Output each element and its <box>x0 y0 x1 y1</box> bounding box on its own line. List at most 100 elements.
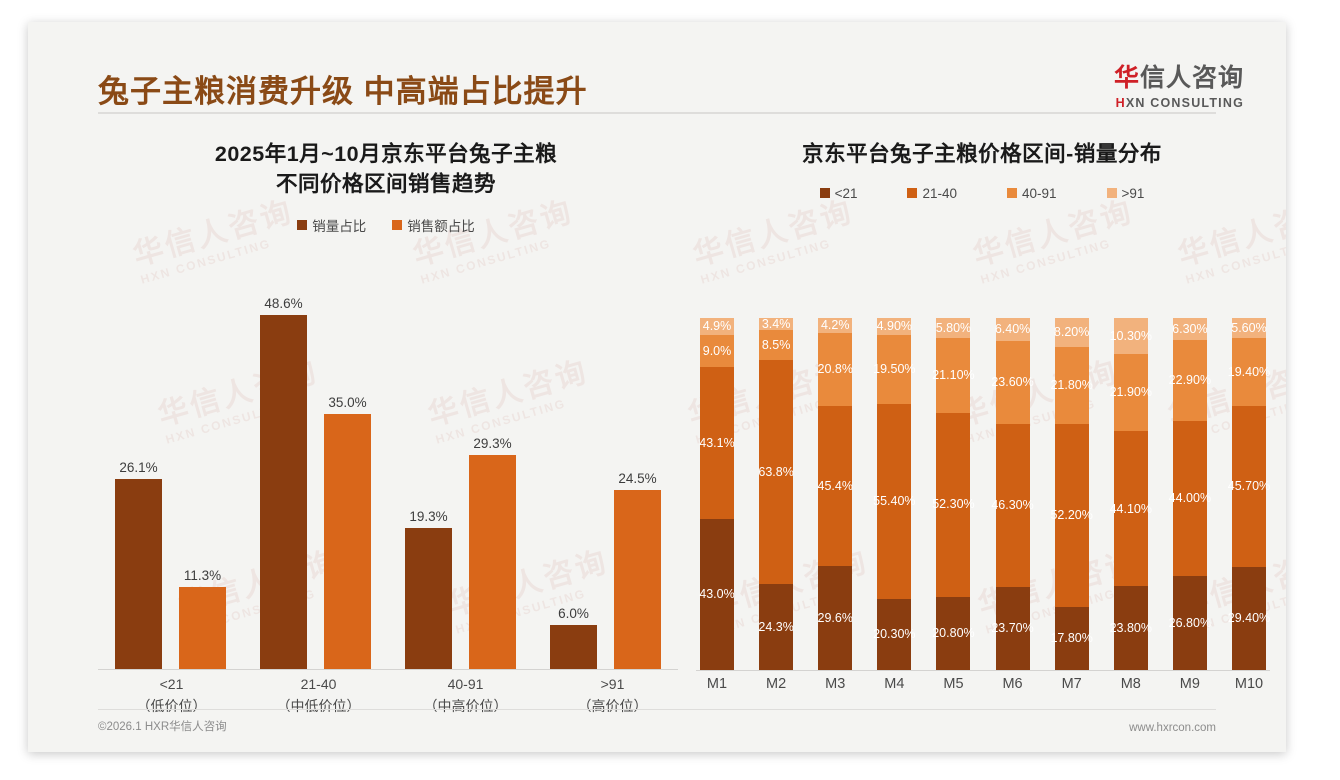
segment-value-label: 46.30% <box>991 497 1034 512</box>
stacked-bar-segment: 5.80% <box>935 318 972 339</box>
bar-value-label: 29.3% <box>473 436 512 452</box>
bar <box>260 314 307 669</box>
right-chart-plot-area: 4.9% 9.0% 43.1% 43.0% 3.4% 8.5% 63.8% 24.3% 4.2%… <box>699 318 1270 670</box>
left-chart-axis-line <box>98 669 678 670</box>
segment-value-label: 45.4% <box>817 478 853 493</box>
right-chart-legend-item[interactable]: 21-40 <box>907 186 957 201</box>
left-chart-legend-item[interactable]: 销售额占比 <box>392 215 475 235</box>
segment-value-label: 5.80% <box>935 320 972 335</box>
legend-label: 销量占比 <box>312 219 367 235</box>
logo-chinese: 华信人咨询 <box>1114 58 1244 94</box>
x-axis-label: 40-91 （中高价位） <box>392 674 539 717</box>
segment-value-label: 20.8% <box>817 362 853 377</box>
footer-website: www.hxrcon.com <box>1129 722 1216 734</box>
legend-label: 40-91 <box>1022 185 1057 201</box>
stacked-bar-segment: 20.80% <box>932 596 975 670</box>
segment-value-label: 63.8% <box>758 464 794 479</box>
segment-value-label: 23.80% <box>1109 620 1152 635</box>
legend-label: 21-40 <box>922 185 957 201</box>
stacked-bar-segment: 21.80% <box>1050 346 1093 424</box>
logo-chinese-accent: 华 <box>1113 64 1140 92</box>
stacked-bar-column[interactable]: 6.40% 23.60% 46.30% 23.70% <box>991 318 1034 670</box>
stacked-bar-column[interactable]: 4.2% 20.8% 45.4% 29.6% <box>817 318 853 670</box>
stacked-bar-segment: 5.60% <box>1231 318 1267 338</box>
segment-value-label: 8.5% <box>761 337 791 352</box>
x-axis-label-tier: （中高价位） <box>423 697 508 714</box>
bar-column[interactable]: 6.0% <box>550 290 597 669</box>
x-axis-label-tier: （高价位） <box>577 697 648 714</box>
bar-column[interactable]: 48.6% <box>260 290 307 669</box>
segment-value-label: 43.1% <box>699 435 735 450</box>
stacked-bar-segment: 17.80% <box>1050 607 1093 670</box>
stacked-bar-column[interactable]: 6.30% 22.90% 44.00% 26.80% <box>1169 318 1211 670</box>
stacked-bar-column[interactable]: 10.30% 21.90% 44.10% 23.80% <box>1110 318 1152 670</box>
stacked-bar-segment: 45.70% <box>1228 405 1270 567</box>
x-axis-label: <21 （低价位） <box>98 674 245 717</box>
bar-value-label: 24.5% <box>618 471 657 487</box>
x-axis-label-month: M6 <box>1002 676 1023 692</box>
stacked-bar-column[interactable]: 5.80% 21.10% 52.30% 20.80% <box>932 318 975 670</box>
right-chart-x-labels: M1 M2 M3 M4 M5 M6 M7 M8 M9 M10 <box>700 676 1266 692</box>
segment-value-label: 4.9% <box>702 319 732 334</box>
left-chart-title-line2: 不同价格区间销售趋势 <box>275 171 496 196</box>
logo-chinese-rest: 信人咨询 <box>1139 64 1244 92</box>
stacked-bar-column[interactable]: 8.20% 21.80% 52.20% 17.80% <box>1050 318 1093 670</box>
segment-value-label: 52.20% <box>1050 508 1093 523</box>
stacked-bar-segment: 20.8% <box>817 332 853 406</box>
stacked-bar-segment: 4.9% <box>700 318 734 336</box>
stacked-bar-segment: 63.8% <box>758 359 794 585</box>
segment-value-label: 29.40% <box>1227 611 1271 626</box>
segment-value-label: 29.6% <box>817 610 853 625</box>
stacked-bar-segment: 43.0% <box>699 518 735 670</box>
legend-swatch-icon <box>297 220 308 231</box>
segment-value-label: 43.0% <box>699 587 735 602</box>
bar-column[interactable]: 24.5% <box>614 290 661 669</box>
right-chart-legend-item[interactable]: <21 <box>819 186 857 201</box>
bar-column[interactable]: 35.0% <box>324 290 371 669</box>
stacked-bar-segment: 55.40% <box>873 403 916 599</box>
stacked-bar-segment: 8.5% <box>759 329 794 360</box>
right-chart-legend-item[interactable]: 40-91 <box>1007 186 1057 201</box>
left-chart-title: 2025年1月~10月京东平台兔子主粮 不同价格区间销售趋势 <box>86 140 686 199</box>
x-axis-label: >91 （高价位） <box>539 674 686 717</box>
bar-value-label: 11.3% <box>183 567 222 583</box>
stacked-bar-column[interactable]: 5.60% 19.40% 45.70% 29.40% <box>1228 318 1270 670</box>
bar-column[interactable]: 29.3% <box>469 290 516 669</box>
segment-value-label: 55.40% <box>873 493 916 508</box>
stacked-bar-segment: 22.90% <box>1169 340 1211 421</box>
legend-swatch-icon <box>1106 188 1117 199</box>
right-chart-legend-item[interactable]: >91 <box>1106 186 1144 201</box>
stacked-bar-segment: 44.10% <box>1110 431 1152 587</box>
stacked-bar-column[interactable]: 4.90% 19.50% 55.40% 20.30% <box>873 318 916 670</box>
stacked-bar-segment: 43.1% <box>699 366 735 519</box>
segment-value-label: 6.30% <box>1172 321 1208 336</box>
stacked-bar-segment: 23.60% <box>991 340 1034 424</box>
bar <box>405 528 452 669</box>
segment-value-label: 26.80% <box>1168 615 1212 630</box>
stacked-bar-column[interactable]: 3.4% 8.5% 63.8% 24.3% <box>758 318 794 670</box>
bar-group: 19.3% 29.3% <box>388 290 533 669</box>
bar <box>614 490 661 669</box>
stacked-bar-column[interactable]: 4.9% 9.0% 43.1% 43.0% <box>699 318 735 670</box>
left-chart-x-labels: <21 （低价位） 21-40 （中低价位） 40-91 （中高价位） >91 （高价位） <box>98 674 686 717</box>
x-axis-label-range: 21-40 <box>300 676 337 692</box>
stacked-bar-segment: 23.70% <box>991 586 1034 670</box>
logo-english-rest: XN CONSULTING <box>1125 96 1244 110</box>
x-axis-label-tier: （中低价位） <box>276 697 361 714</box>
bar <box>550 625 597 669</box>
stacked-bar-segment: 6.40% <box>994 318 1031 341</box>
bar-column[interactable]: 26.1% <box>115 290 162 669</box>
header-divider <box>98 112 1216 114</box>
right-chart-panel: 京东平台兔子主粮价格区间-销量分布 <21 21-40 40-91 >91 <box>688 140 1276 710</box>
bar-column[interactable]: 19.3% <box>405 290 452 669</box>
segment-value-label: 19.50% <box>873 362 916 377</box>
left-chart-plot-area: 26.1% 11.3% 48.6% 35.0% 19.3% 29.3% 6.0% 24.5% <box>86 290 686 670</box>
bar-column[interactable]: 11.3% <box>179 290 226 669</box>
left-chart-panel: 2025年1月~10月京东平台兔子主粮 不同价格区间销售趋势 销量占比 销售额占比 <box>86 140 686 710</box>
segment-value-label: 6.40% <box>994 322 1031 336</box>
segment-value-label: 21.90% <box>1109 385 1152 400</box>
left-chart-legend-item[interactable]: 销量占比 <box>297 215 366 235</box>
segment-value-label: 52.30% <box>932 497 975 512</box>
segment-value-label: 9.0% <box>702 343 732 358</box>
stacked-bar-segment: 46.30% <box>991 423 1034 587</box>
